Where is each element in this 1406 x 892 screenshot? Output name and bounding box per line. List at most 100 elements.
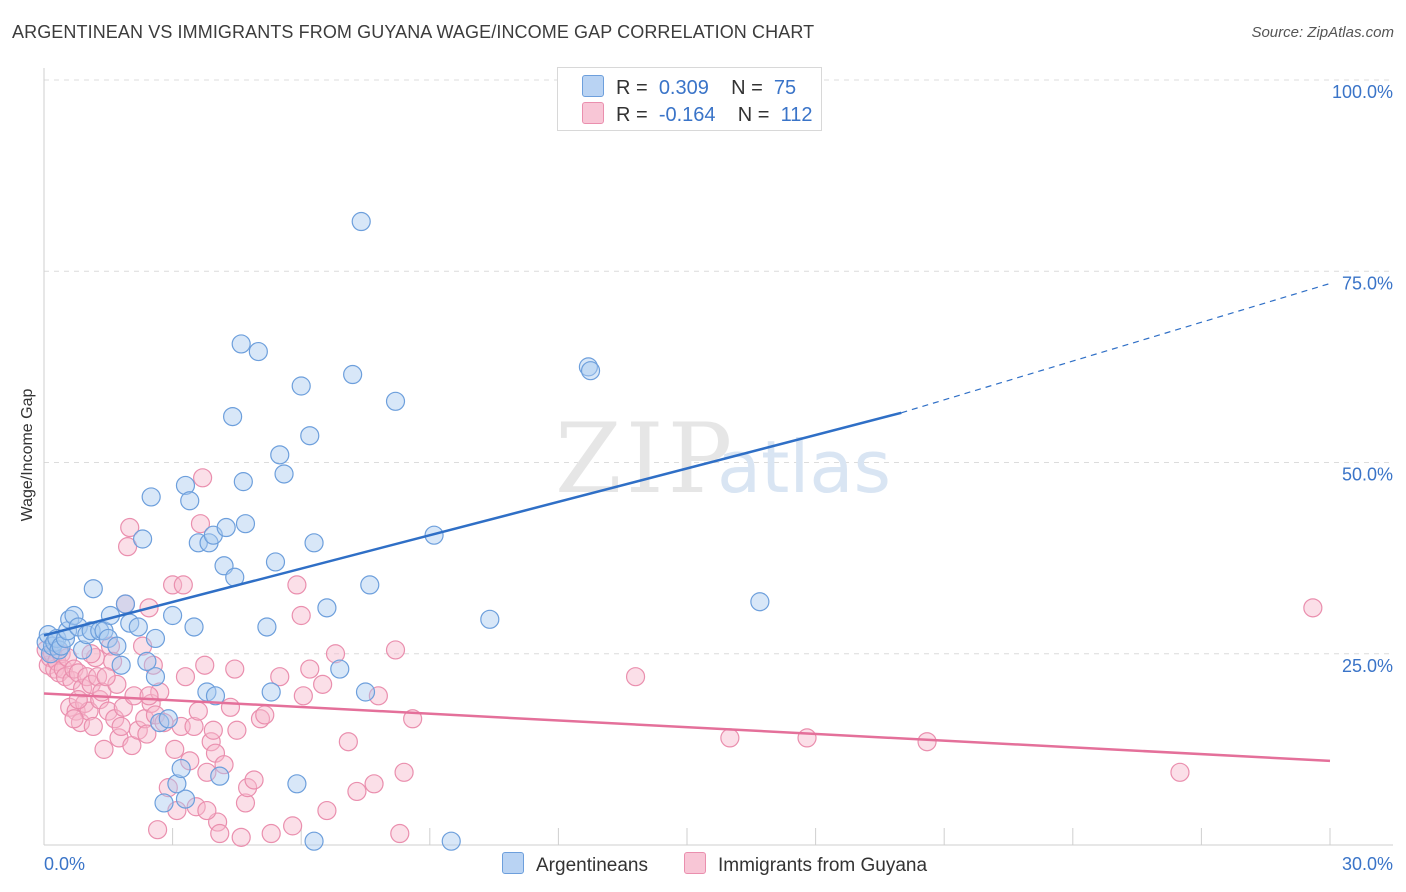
data-point-argentinean bbox=[231, 334, 251, 354]
bottom-legend-label: Argentineans bbox=[536, 855, 648, 876]
data-point-guyana bbox=[186, 797, 206, 817]
data-point-argentinean bbox=[317, 598, 337, 618]
data-point-guyana bbox=[210, 823, 230, 844]
data-point-argentinean bbox=[141, 487, 161, 507]
data-point-guyana bbox=[111, 716, 131, 737]
data-point-guyana bbox=[238, 778, 258, 798]
data-point-guyana bbox=[338, 732, 358, 752]
data-point-guyana bbox=[1170, 762, 1190, 782]
data-point-argentinean bbox=[167, 774, 187, 794]
y-tick-label: 75.0% bbox=[1342, 273, 1393, 293]
data-point-guyana bbox=[300, 659, 320, 679]
series-argentineans-points bbox=[36, 211, 770, 851]
data-point-guyana bbox=[184, 716, 204, 737]
legend-swatch-blue bbox=[582, 75, 604, 97]
data-point-guyana bbox=[313, 674, 333, 694]
data-point-argentinean bbox=[145, 628, 166, 649]
data-point-argentinean bbox=[223, 407, 243, 427]
data-point-guyana bbox=[244, 770, 264, 790]
data-point-guyana bbox=[227, 720, 247, 740]
data-point-guyana bbox=[137, 724, 157, 744]
bottom-legend-swatch-pink bbox=[684, 852, 706, 874]
data-point-guyana bbox=[291, 605, 311, 626]
data-point-argentinean bbox=[385, 391, 406, 411]
data-point-argentinean bbox=[304, 831, 324, 851]
data-point-guyana bbox=[120, 517, 140, 538]
data-point-guyana bbox=[163, 575, 183, 595]
trend-lines bbox=[43, 282, 1331, 763]
data-point-argentinean bbox=[580, 361, 601, 381]
data-point-argentinean bbox=[291, 376, 311, 396]
data-point-guyana bbox=[317, 800, 337, 821]
data-point-guyana bbox=[385, 640, 406, 660]
data-point-argentinean bbox=[163, 605, 183, 626]
data-point-guyana bbox=[390, 823, 410, 844]
data-point-guyana bbox=[347, 781, 367, 802]
legend-n-value: 112 bbox=[780, 104, 813, 126]
legend-n-label: N = bbox=[737, 104, 770, 126]
data-point-guyana bbox=[325, 644, 346, 664]
legend-r-label: R = bbox=[616, 77, 648, 99]
data-point-guyana bbox=[175, 667, 196, 687]
data-point-argentinean bbox=[274, 464, 294, 484]
data-point-guyana bbox=[214, 755, 234, 775]
data-point-argentinean bbox=[175, 789, 196, 809]
data-point-argentinean bbox=[64, 605, 84, 626]
data-point-guyana bbox=[173, 575, 193, 595]
data-point-guyana bbox=[255, 705, 275, 725]
data-point-guyana bbox=[197, 800, 217, 821]
trend-line-argentineans-extension bbox=[901, 282, 1331, 414]
data-point-argentinean bbox=[115, 594, 136, 614]
data-point-argentinean bbox=[750, 592, 770, 612]
data-point-argentinean bbox=[355, 682, 376, 702]
watermark-zip: ZIP bbox=[555, 403, 736, 515]
data-point-argentinean bbox=[145, 667, 166, 687]
legend-row-guyana: R = -0.164 N = 112 bbox=[582, 102, 812, 128]
data-point-argentinean bbox=[330, 659, 350, 679]
data-point-guyana bbox=[190, 514, 211, 534]
legend-swatch-pink bbox=[582, 102, 604, 124]
data-point-argentinean bbox=[261, 682, 281, 702]
data-point-guyana bbox=[720, 728, 740, 748]
legend-row-argentineans: R = 0.309 N = 75 bbox=[582, 75, 796, 101]
data-point-argentinean bbox=[83, 579, 103, 599]
data-point-argentinean bbox=[132, 529, 153, 549]
data-point-guyana bbox=[188, 701, 208, 721]
chart-title: ARGENTINEAN VS IMMIGRANTS FROM GUYANA WA… bbox=[12, 22, 815, 42]
legend-r-value: -0.164 bbox=[658, 104, 716, 126]
data-point-argentinean bbox=[351, 211, 371, 232]
x-tick-label: 0.0% bbox=[44, 854, 85, 874]
data-point-argentinean bbox=[107, 636, 127, 656]
data-point-argentinean bbox=[171, 758, 191, 779]
data-point-argentinean bbox=[265, 552, 286, 572]
data-point-argentinean bbox=[304, 533, 324, 553]
legend-r-label: R = bbox=[616, 104, 648, 126]
data-point-argentinean bbox=[180, 491, 200, 511]
data-point-argentinean bbox=[257, 617, 277, 637]
data-point-guyana bbox=[165, 739, 185, 759]
bottom-legend-guyana: Immigrants from Guyana bbox=[684, 852, 927, 877]
data-point-argentinean bbox=[111, 655, 131, 675]
data-point-argentinean bbox=[270, 445, 290, 465]
grid-lines bbox=[44, 79, 1393, 655]
data-point-argentinean bbox=[72, 640, 93, 660]
data-point-guyana bbox=[94, 739, 114, 759]
data-point-argentinean bbox=[300, 426, 320, 446]
data-point-guyana bbox=[293, 686, 313, 706]
data-point-guyana bbox=[193, 468, 213, 488]
y-tick-label: 25.0% bbox=[1342, 656, 1393, 676]
data-point-guyana bbox=[225, 659, 245, 679]
data-point-guyana bbox=[917, 732, 937, 752]
watermark: ZIP atlas bbox=[555, 403, 891, 515]
data-point-guyana bbox=[195, 655, 215, 675]
data-point-guyana bbox=[235, 793, 256, 813]
data-point-guyana bbox=[124, 686, 144, 706]
data-point-guyana bbox=[261, 823, 281, 844]
data-point-guyana bbox=[797, 728, 817, 748]
data-point-argentinean bbox=[128, 617, 148, 637]
data-point-guyana bbox=[83, 716, 103, 737]
data-point-argentinean bbox=[360, 575, 380, 595]
data-point-guyana bbox=[81, 674, 101, 694]
data-point-argentinean bbox=[184, 617, 204, 637]
data-point-argentinean bbox=[158, 709, 178, 729]
